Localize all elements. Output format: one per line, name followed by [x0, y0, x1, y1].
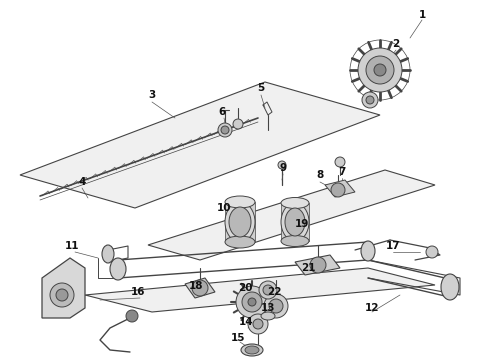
Text: 16: 16	[131, 287, 145, 297]
Ellipse shape	[102, 245, 114, 263]
Text: 12: 12	[365, 303, 379, 313]
Circle shape	[253, 319, 263, 329]
Text: 15: 15	[231, 333, 245, 343]
Ellipse shape	[281, 198, 309, 208]
Ellipse shape	[225, 236, 255, 248]
Circle shape	[269, 299, 283, 313]
Polygon shape	[225, 202, 255, 242]
Text: 2: 2	[392, 39, 400, 49]
Circle shape	[310, 257, 326, 273]
Text: 4: 4	[78, 177, 86, 187]
Circle shape	[233, 119, 243, 129]
Circle shape	[374, 64, 386, 76]
Text: 18: 18	[189, 281, 203, 291]
Text: 14: 14	[239, 317, 253, 327]
Polygon shape	[20, 82, 380, 208]
Text: 5: 5	[257, 83, 265, 93]
Circle shape	[366, 56, 394, 84]
Circle shape	[192, 280, 208, 296]
Circle shape	[242, 292, 262, 312]
Ellipse shape	[229, 207, 251, 237]
Circle shape	[426, 246, 438, 258]
Ellipse shape	[285, 208, 305, 236]
Polygon shape	[295, 255, 340, 275]
Ellipse shape	[261, 312, 275, 320]
Text: 13: 13	[261, 303, 275, 313]
Ellipse shape	[281, 235, 309, 247]
Circle shape	[236, 286, 268, 318]
Circle shape	[358, 48, 402, 92]
Polygon shape	[148, 170, 435, 260]
Circle shape	[248, 298, 256, 306]
Circle shape	[259, 281, 277, 299]
Circle shape	[50, 283, 74, 307]
Text: 7: 7	[338, 167, 345, 177]
Text: 22: 22	[267, 287, 281, 297]
Circle shape	[335, 157, 345, 167]
Ellipse shape	[225, 196, 255, 208]
Text: 20: 20	[238, 283, 252, 293]
Text: 3: 3	[148, 90, 156, 100]
Circle shape	[278, 161, 286, 169]
Polygon shape	[85, 268, 435, 312]
Circle shape	[264, 294, 288, 318]
Text: 17: 17	[386, 241, 400, 251]
Ellipse shape	[281, 203, 309, 241]
Text: 8: 8	[317, 170, 323, 180]
Text: 6: 6	[219, 107, 225, 117]
Text: 9: 9	[279, 163, 287, 173]
Ellipse shape	[110, 258, 126, 280]
Ellipse shape	[361, 241, 375, 261]
Polygon shape	[185, 278, 215, 298]
Circle shape	[362, 92, 378, 108]
Circle shape	[263, 285, 273, 295]
Circle shape	[218, 123, 232, 137]
Text: 1: 1	[418, 10, 426, 20]
Polygon shape	[325, 180, 355, 197]
Circle shape	[126, 310, 138, 322]
Polygon shape	[281, 203, 309, 241]
Text: 21: 21	[301, 263, 315, 273]
Text: 11: 11	[65, 241, 79, 251]
Ellipse shape	[225, 202, 255, 242]
Text: 19: 19	[295, 219, 309, 229]
Text: 10: 10	[217, 203, 231, 213]
Polygon shape	[42, 258, 85, 318]
Circle shape	[248, 314, 268, 334]
Ellipse shape	[441, 274, 459, 300]
Circle shape	[221, 126, 229, 134]
Circle shape	[331, 183, 345, 197]
Circle shape	[366, 96, 374, 104]
Ellipse shape	[241, 344, 263, 356]
Circle shape	[56, 289, 68, 301]
Ellipse shape	[245, 346, 259, 354]
